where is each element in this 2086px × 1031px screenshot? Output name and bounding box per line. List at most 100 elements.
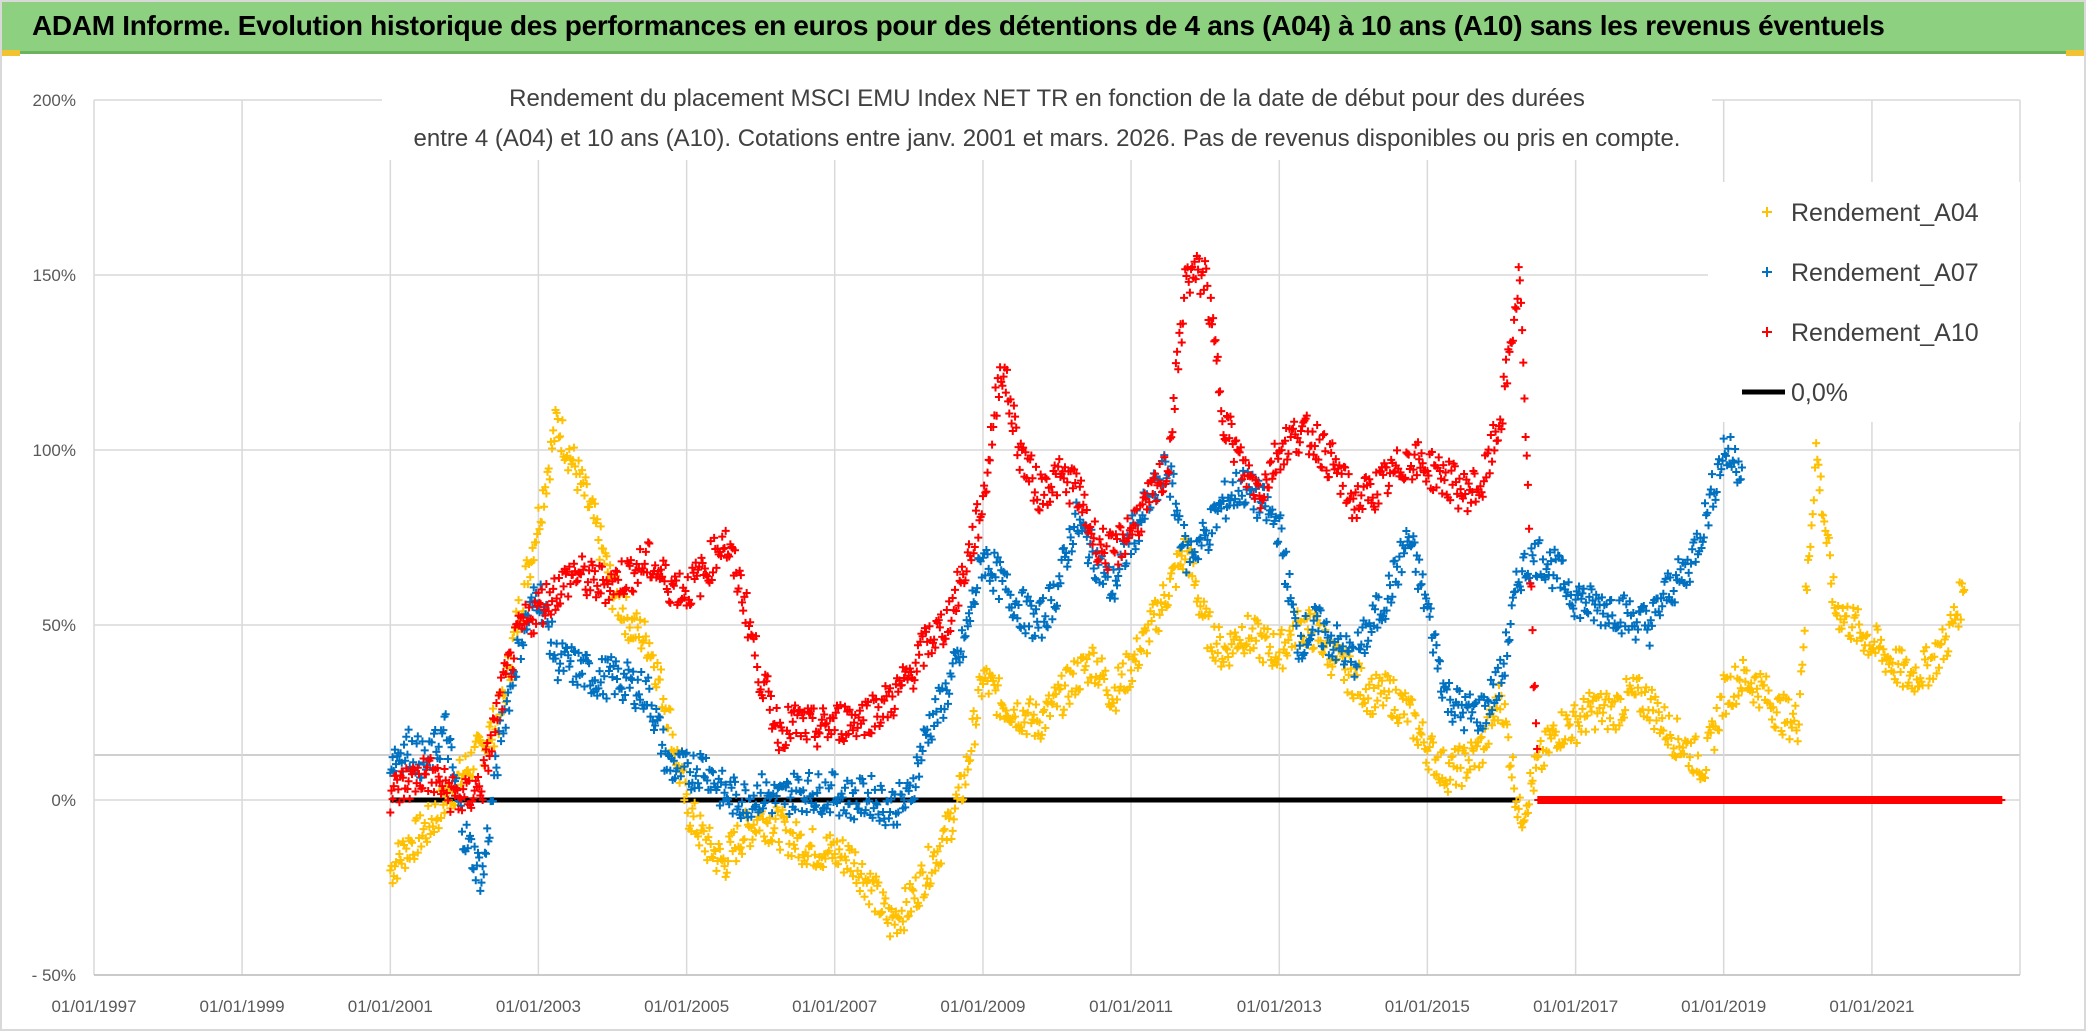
data-point (396, 855, 405, 864)
data-point (1617, 629, 1626, 638)
data-point (483, 738, 492, 747)
data-point (1313, 612, 1322, 621)
data-point (1305, 636, 1314, 645)
data-point (1647, 685, 1656, 694)
data-point (1464, 756, 1473, 765)
data-point (901, 803, 910, 812)
data-point (736, 814, 745, 823)
data-point (1026, 695, 1035, 704)
data-point (630, 614, 639, 623)
data-point (1027, 601, 1036, 610)
data-point (1338, 652, 1347, 661)
data-point (1535, 536, 1544, 545)
data-point (835, 845, 844, 854)
data-point (1070, 465, 1079, 474)
data-point (474, 772, 483, 781)
data-point (1292, 621, 1301, 630)
data-point (1701, 773, 1710, 782)
data-point (1684, 568, 1693, 577)
data-point (502, 661, 511, 670)
data-point (1111, 530, 1120, 539)
data-point (526, 573, 535, 582)
data-point (469, 765, 478, 774)
data-point (1520, 549, 1529, 558)
data-point (1217, 504, 1226, 513)
data-point (949, 815, 958, 824)
data-point (785, 729, 794, 738)
data-point (1092, 549, 1101, 558)
data-point (1642, 683, 1651, 692)
data-point (1094, 680, 1103, 689)
data-point (1676, 565, 1685, 574)
data-point (1364, 636, 1373, 645)
data-point (1457, 782, 1466, 791)
data-point (1053, 491, 1061, 500)
data-point (548, 444, 557, 453)
data-point (1542, 565, 1551, 574)
data-point (1470, 700, 1479, 709)
data-point (448, 773, 457, 782)
data-point (966, 617, 975, 626)
data-point (1099, 524, 1108, 533)
data-point (1232, 468, 1241, 477)
data-point (956, 647, 965, 656)
data-point (1879, 645, 1888, 654)
data-point (765, 813, 774, 822)
data-point (646, 712, 655, 721)
data-point (421, 770, 430, 779)
data-point (1747, 679, 1756, 688)
data-point (1476, 734, 1485, 743)
data-point (1468, 708, 1477, 717)
data-point (400, 740, 409, 749)
data-point (823, 800, 832, 809)
data-point (732, 857, 741, 866)
data-point (968, 522, 977, 531)
data-point (1302, 411, 1311, 420)
data-point (1118, 659, 1127, 668)
data-point (665, 597, 674, 606)
data-point (1585, 688, 1594, 697)
data-point (719, 854, 728, 863)
data-point (689, 751, 698, 760)
data-point (1415, 455, 1424, 464)
data-point (1508, 593, 1517, 602)
data-point (905, 781, 914, 790)
data-point (747, 812, 756, 821)
data-point (1645, 716, 1654, 725)
data-point (497, 737, 506, 746)
data-point (984, 689, 993, 698)
data-point (1175, 512, 1184, 521)
data-point (1382, 606, 1391, 615)
data-point (1425, 612, 1434, 621)
data-point (479, 756, 488, 765)
data-point (872, 798, 881, 807)
data-point (1019, 443, 1028, 452)
data-point (1118, 530, 1127, 539)
data-point (1455, 687, 1464, 696)
data-point (482, 849, 491, 858)
data-point (556, 432, 565, 441)
data-point (769, 828, 778, 837)
data-point (881, 821, 890, 830)
data-point (981, 571, 990, 580)
data-point (872, 872, 881, 881)
data-point (752, 632, 761, 641)
data-point (1037, 633, 1046, 642)
data-point (1462, 475, 1471, 484)
data-point (394, 839, 403, 848)
data-point (707, 852, 716, 861)
data-point (1339, 676, 1348, 685)
data-point (831, 708, 840, 717)
data-point (879, 807, 888, 816)
data-point (590, 676, 599, 685)
data-point (1206, 643, 1215, 652)
data-point (859, 779, 868, 788)
data-point (1646, 695, 1655, 704)
data-point (395, 798, 404, 807)
data-point (569, 443, 578, 452)
data-point (1416, 581, 1425, 590)
data-point (1029, 609, 1038, 618)
data-point (670, 774, 679, 783)
data-point (1194, 555, 1203, 564)
data-point (1499, 659, 1508, 668)
